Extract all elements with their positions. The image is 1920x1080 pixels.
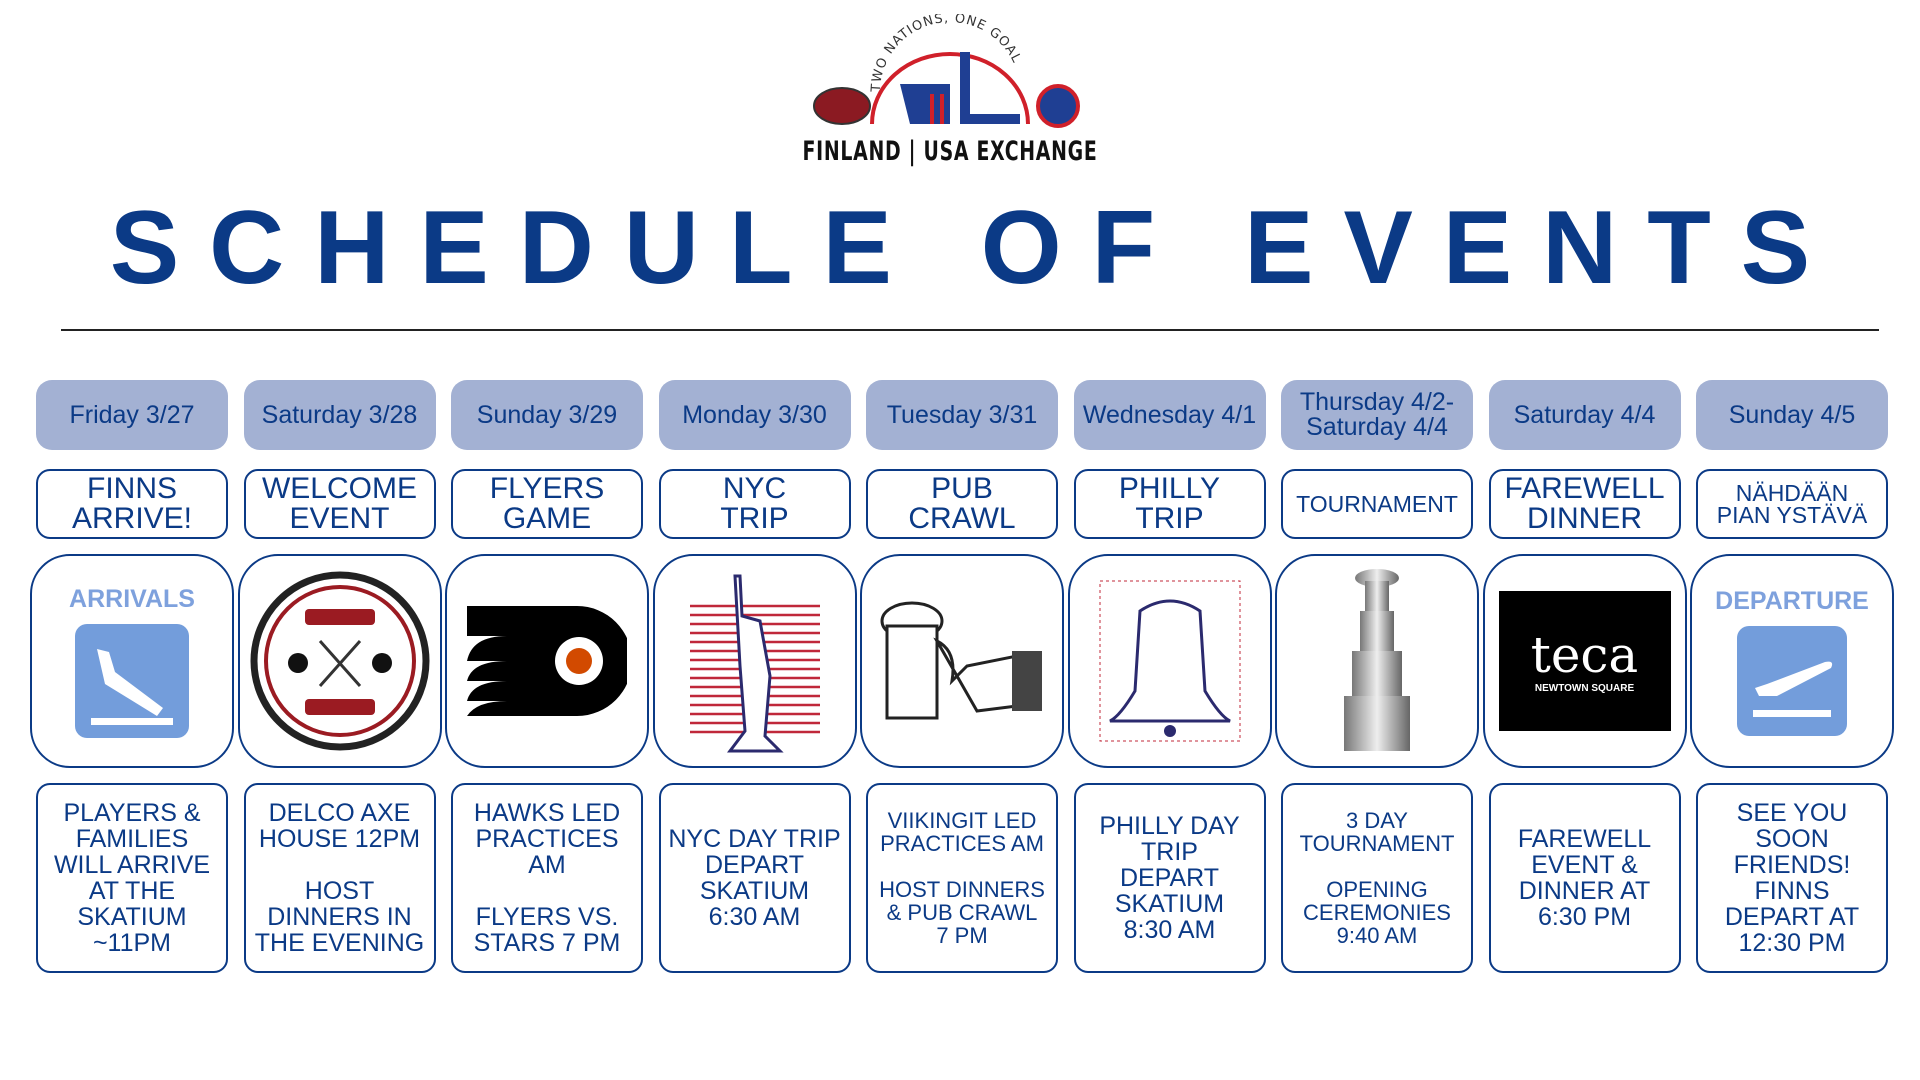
event-description: SEE YOU SOON FRIENDS! FINNS DEPART AT 12… (1696, 783, 1888, 973)
day-column: Saturday 3/28 WELCOME EVENT DELCO AXE HOUS… (237, 380, 442, 973)
day-column: Thursday 4/2- Saturday 4/4 TOURNAMENT 3 DA… (1275, 380, 1479, 973)
viikingit-crest-icon (1036, 84, 1080, 128)
day-column: Monday 3/30 NYC TRIP NYC DAY TRIP DEPART S… (652, 380, 857, 973)
date-header: Wednesday 4/1 (1073, 380, 1266, 450)
page-title: SCHEDULE OF EVENTS (109, 190, 1841, 306)
event-title: NÄHDÄÄN PIAN YSTÄVÄ (1696, 469, 1888, 539)
date-header: Monday 3/30 (658, 380, 851, 450)
teca-logo-text: teca (1530, 626, 1639, 684)
image-label: ARRIVALS (69, 584, 195, 613)
day-column: Sunday 3/29 FLYERS GAME HAWKS LED PRACTICE… (445, 380, 649, 973)
teca-logo-sub: NEWTOWN SQUARE (1534, 683, 1635, 694)
event-description: NYC DAY TRIP DEPART SKATIUM 6:30 AM (658, 783, 851, 973)
date-header: Sunday 3/29 (451, 380, 643, 450)
divider (61, 329, 1879, 331)
event-title: FLYERS GAME (451, 469, 643, 539)
date-header: Sunday 4/5 (1696, 380, 1888, 450)
event-title: FINNS ARRIVE! (36, 469, 228, 539)
event-title: TOURNAMENT (1281, 469, 1473, 539)
date-header: Tuesday 3/31 (866, 380, 1058, 450)
liberty-bell-icon (1067, 554, 1272, 768)
delco-axe-house-logo (237, 554, 442, 768)
event-title: FAREWELL DINNER (1488, 469, 1681, 539)
statue-of-liberty-icon (652, 554, 857, 768)
exchange-logo: TWO NATIONS, ONE GOAL FINLAND | USA EXCH… (800, 11, 1100, 170)
event-description: HAWKS LED PRACTICES AM FLYERS VS. STARS … (451, 783, 643, 973)
event-description: FAREWELL EVENT & DINNER AT 6:30 PM (1488, 783, 1681, 973)
event-title: NYC TRIP (658, 469, 851, 539)
date-header: Thursday 4/2- Saturday 4/4 (1281, 380, 1473, 450)
image-label: DEPARTURE (1715, 586, 1869, 615)
date-header: Saturday 4/4 (1488, 380, 1681, 450)
day-column: Sunday 4/5 NÄHDÄÄN PIAN YSTÄVÄ DEPARTURE SE… (1690, 380, 1894, 973)
event-title: PHILLY TRIP (1073, 469, 1266, 539)
departure-icon: DEPARTURE (1690, 554, 1894, 768)
date-header: Friday 3/27 (36, 380, 228, 450)
beer-mug-icon (860, 554, 1064, 768)
event-title: WELCOME EVENT (243, 469, 436, 539)
event-description: VIIKINGIT LED PRACTICES AM HOST DINNERS … (866, 783, 1058, 973)
teca-logo: teca NEWTOWN SQUARE (1482, 554, 1687, 768)
hawks-crest-icon (813, 87, 871, 125)
event-title: PUB CRAWL (866, 469, 1058, 539)
event-description: PLAYERS & FAMILIES WILL ARRIVE AT THE SK… (36, 783, 228, 973)
day-column: Saturday 4/4 FAREWELL DINNER teca NEWTOWN S… (1482, 380, 1687, 973)
event-description: DELCO AXE HOUSE 12PM HOST DINNERS IN THE… (243, 783, 436, 973)
logo-text: FINLAND | USA EXCHANGE (802, 136, 1098, 167)
flyers-logo (445, 554, 649, 768)
stanley-cup-icon (1275, 554, 1479, 768)
date-header: Saturday 3/28 (243, 380, 436, 450)
event-description: 3 DAY TOURNAMENT OPENING CEREMONIES 9:40… (1281, 783, 1473, 973)
day-column: Friday 3/27 FINNS ARRIVE! ARRIVALS PLAYERS … (30, 380, 234, 973)
event-description: PHILLY DAY TRIP DEPART SKATIUM 8:30 AM (1073, 783, 1266, 973)
day-column: Tuesday 3/31 PUB CRAWL VIIKINGIT LED PRACT… (860, 380, 1064, 973)
day-column: Wednesday 4/1 PHILLY TRIP PHILLY DAY TRIP … (1067, 380, 1272, 973)
arrivals-icon: ARRIVALS (30, 554, 234, 768)
